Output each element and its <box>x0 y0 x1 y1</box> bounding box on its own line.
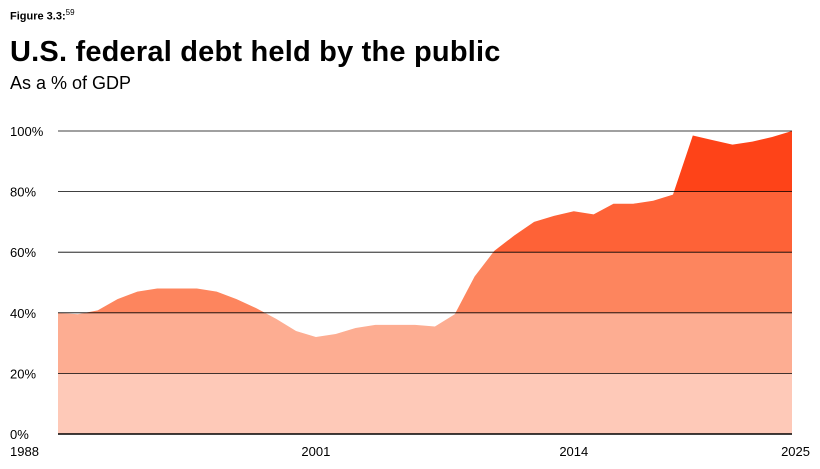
band-40-60 <box>58 252 792 313</box>
y-tick-label: 60% <box>10 245 36 260</box>
band-0-20 <box>58 373 792 434</box>
color-bands <box>58 131 792 434</box>
figure-label: Figure 3.3:59 <box>10 8 75 23</box>
y-tick-label: 80% <box>10 185 36 200</box>
y-tick-label: 0% <box>10 427 29 442</box>
gridlines <box>58 130 792 435</box>
x-tick-label: 2025 <box>781 444 810 459</box>
y-tick-label: 40% <box>10 306 36 321</box>
chart-subtitle: As a % of GDP <box>10 73 132 93</box>
band-20-40 <box>58 312 792 374</box>
chart-title: U.S. federal debt held by the public <box>10 36 501 68</box>
y-tick-label: 20% <box>10 366 36 381</box>
y-axis-labels: 0% 20% 40% 60% 80% 100% <box>10 124 44 442</box>
band-60-80 <box>58 191 792 253</box>
y-tick-label: 100% <box>10 124 44 139</box>
figure-footnote: 59 <box>65 8 75 17</box>
x-tick-label: 2001 <box>301 444 330 459</box>
x-tick-label: 1988 <box>10 444 39 459</box>
band-80-100 <box>58 131 792 192</box>
figure-label-text: Figure 3.3: <box>10 10 66 23</box>
x-tick-label: 2014 <box>559 444 588 459</box>
x-axis-labels: 1988 2001 2014 2025 <box>10 444 810 459</box>
